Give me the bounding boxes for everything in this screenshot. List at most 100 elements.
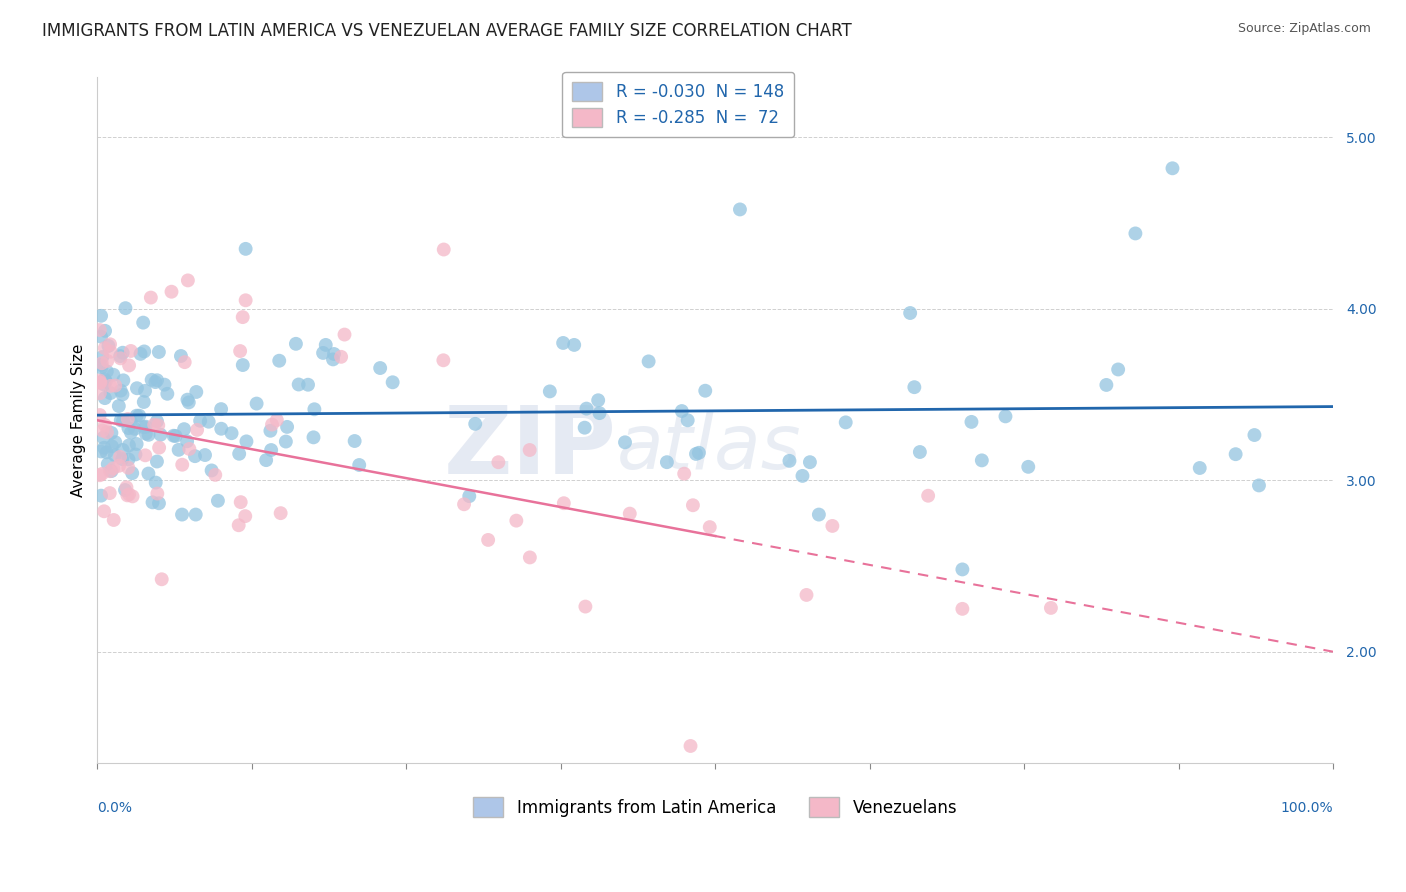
Point <box>111 345 134 359</box>
Point <box>260 417 283 432</box>
Point <box>464 417 486 431</box>
Point <box>94 391 117 405</box>
Point <box>89 468 111 483</box>
Point <box>1247 478 1270 492</box>
Point <box>188 414 211 428</box>
Point <box>1188 461 1211 475</box>
Point <box>671 404 693 418</box>
Point <box>94 324 117 338</box>
Y-axis label: Average Family Size: Average Family Size <box>72 343 86 497</box>
Point <box>124 447 146 461</box>
Point <box>304 402 326 417</box>
Point <box>100 464 122 478</box>
Point <box>97 457 120 471</box>
Point <box>1017 459 1039 474</box>
Point <box>588 406 610 420</box>
Point <box>148 345 170 359</box>
Point <box>229 495 252 509</box>
Point <box>699 520 721 534</box>
Point <box>111 387 134 401</box>
Point <box>90 360 112 375</box>
Point <box>343 434 366 448</box>
Point <box>96 425 118 440</box>
Point <box>90 444 112 458</box>
Point <box>1225 447 1247 461</box>
Point <box>315 338 337 352</box>
Point <box>194 448 217 462</box>
Point <box>104 448 127 462</box>
Point <box>235 293 257 308</box>
Point <box>1107 362 1129 376</box>
Point <box>134 344 156 359</box>
Point <box>121 466 143 480</box>
Point <box>807 508 830 522</box>
Point <box>165 429 187 443</box>
Point <box>138 467 160 481</box>
Point <box>176 434 198 449</box>
Point <box>103 513 125 527</box>
Legend: Immigrants from Latin America, Venezuelans: Immigrants from Latin America, Venezuela… <box>467 791 965 823</box>
Point <box>110 413 132 427</box>
Point <box>898 306 921 320</box>
Point <box>209 402 232 417</box>
Point <box>170 508 193 522</box>
Point <box>347 458 370 472</box>
Point <box>100 344 122 359</box>
Point <box>1161 161 1184 176</box>
Point <box>586 393 609 408</box>
Point <box>118 359 141 373</box>
Point <box>111 442 134 457</box>
Point <box>128 409 150 423</box>
Point <box>162 429 184 443</box>
Point <box>276 420 298 434</box>
Point <box>148 441 170 455</box>
Point <box>179 442 201 456</box>
Point <box>950 562 973 576</box>
Point <box>150 572 173 586</box>
Point <box>111 452 134 467</box>
Point <box>1039 601 1062 615</box>
Point <box>146 414 169 428</box>
Point <box>960 415 983 429</box>
Point <box>235 434 257 449</box>
Point <box>94 341 117 355</box>
Point <box>114 483 136 497</box>
Point <box>129 347 152 361</box>
Point <box>538 384 561 399</box>
Point <box>486 455 509 469</box>
Point <box>101 439 124 453</box>
Point <box>94 375 117 389</box>
Point <box>135 426 157 441</box>
Point <box>1243 428 1265 442</box>
Point <box>103 368 125 382</box>
Point <box>173 422 195 436</box>
Point <box>228 518 250 533</box>
Point <box>117 460 139 475</box>
Point <box>89 386 111 401</box>
Point <box>297 377 319 392</box>
Point <box>94 417 117 432</box>
Point <box>89 376 111 390</box>
Point <box>177 395 200 409</box>
Point <box>89 323 111 337</box>
Point <box>233 509 256 524</box>
Point <box>146 486 169 500</box>
Point <box>91 467 114 481</box>
Point <box>115 480 138 494</box>
Point <box>619 507 641 521</box>
Point <box>143 375 166 389</box>
Point <box>1125 227 1147 241</box>
Point <box>685 447 707 461</box>
Text: IMMIGRANTS FROM LATIN AMERICA VS VENEZUELAN AVERAGE FAMILY SIZE CORRELATION CHAR: IMMIGRANTS FROM LATIN AMERICA VS VENEZUE… <box>42 22 852 40</box>
Point <box>160 285 183 299</box>
Point <box>673 467 696 481</box>
Point <box>93 441 115 455</box>
Point <box>270 506 292 520</box>
Point <box>284 336 307 351</box>
Point <box>134 384 156 398</box>
Point <box>679 739 702 753</box>
Point <box>93 504 115 518</box>
Point <box>728 202 751 217</box>
Point <box>323 347 346 361</box>
Point <box>917 489 939 503</box>
